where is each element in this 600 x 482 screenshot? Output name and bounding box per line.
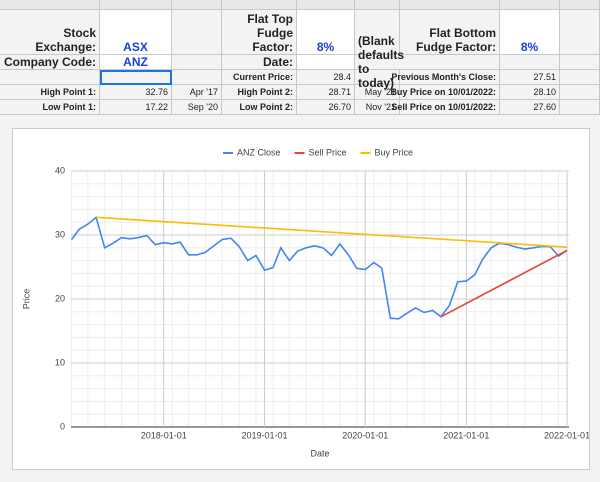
cell[interactable]: 8% xyxy=(297,10,355,55)
cell[interactable]: 27.60 xyxy=(500,100,560,115)
x-tick-label: 2019-01-01 xyxy=(241,430,287,440)
cell[interactable]: Low Point 2: xyxy=(222,100,297,115)
cell[interactable] xyxy=(172,55,222,70)
cell[interactable]: Current Price: xyxy=(222,70,297,85)
column-header xyxy=(172,0,222,10)
series-line xyxy=(70,215,568,320)
cell[interactable] xyxy=(560,85,600,100)
cell[interactable]: May '21 xyxy=(355,85,400,100)
column-header xyxy=(100,0,172,10)
y-tick-label: 30 xyxy=(55,229,65,239)
cell[interactable] xyxy=(400,55,500,70)
cell[interactable] xyxy=(0,70,100,85)
column-header xyxy=(222,0,297,10)
cell[interactable]: Flat Bottom Fudge Factor: xyxy=(400,10,500,55)
cell[interactable] xyxy=(172,10,222,55)
cell[interactable]: 28.71 xyxy=(297,85,355,100)
cell[interactable]: 8% xyxy=(500,10,560,55)
cell[interactable] xyxy=(355,70,400,85)
cell[interactable]: Sell Price on 10/01/2022: xyxy=(391,100,500,115)
series-line xyxy=(96,216,568,248)
cell[interactable] xyxy=(100,70,172,85)
column-header xyxy=(500,0,560,10)
cell[interactable]: 17.22 xyxy=(100,100,172,115)
cell[interactable]: ANZ xyxy=(100,55,172,70)
cell[interactable]: Nov '21 xyxy=(355,100,400,115)
column-header xyxy=(400,0,500,10)
column-header xyxy=(297,0,355,10)
legend-label: Sell Price xyxy=(309,147,347,157)
series-line xyxy=(440,249,568,318)
cell[interactable]: 27.51 xyxy=(500,70,560,85)
cell[interactable]: 26.70 xyxy=(297,100,355,115)
cell[interactable]: High Point 1: xyxy=(0,85,100,100)
cell[interactable]: 28.10 xyxy=(500,85,560,100)
cell[interactable]: Sep '20 xyxy=(172,100,222,115)
x-tick-label: 2021-01-01 xyxy=(443,430,489,440)
cell[interactable] xyxy=(560,10,600,55)
column-header xyxy=(560,0,600,10)
cell[interactable]: Date: xyxy=(222,55,297,70)
cell[interactable]: Buy Price on 10/01/2022: xyxy=(390,85,500,100)
cell[interactable] xyxy=(355,10,400,55)
chart: Price Date 0 10 20 30 40 2018-01-01 2019-01-01… xyxy=(12,128,590,470)
cell[interactable]: Apr '17 xyxy=(172,85,222,100)
cell[interactable]: 28.4 xyxy=(297,70,355,85)
cell[interactable]: Company Code: xyxy=(0,55,100,70)
cell[interactable] xyxy=(500,55,560,70)
cell[interactable]: ASX xyxy=(100,10,172,55)
x-tick-label: 2022-01-01 xyxy=(544,430,590,440)
cell[interactable] xyxy=(560,55,600,70)
cell[interactable]: Flat Top Fudge Factor: xyxy=(222,10,297,55)
x-tick-label: 2020-01-01 xyxy=(342,430,388,440)
cell[interactable] xyxy=(560,70,600,85)
y-axis-label: Price xyxy=(21,289,31,310)
y-tick-label: 10 xyxy=(55,357,65,367)
y-tick-label: 40 xyxy=(55,165,65,175)
legend-label: ANZ Close xyxy=(237,147,281,157)
cell[interactable]: Low Point 1: xyxy=(0,100,100,115)
y-tick-label: 0 xyxy=(60,421,65,431)
cell[interactable] xyxy=(560,100,600,115)
legend-label: Buy Price xyxy=(375,147,414,157)
cell[interactable] xyxy=(172,70,222,85)
cell[interactable]: 32.76 xyxy=(100,85,172,100)
cell[interactable]: Previous Month's Close: xyxy=(391,70,500,85)
column-header xyxy=(355,0,400,10)
cell[interactable] xyxy=(297,55,355,70)
x-axis-label: Date xyxy=(310,448,329,458)
cell[interactable]: Stock Exchange: xyxy=(0,10,100,55)
cell[interactable]: High Point 2: xyxy=(222,85,297,100)
x-tick-label: 2018-01-01 xyxy=(141,430,187,440)
y-tick-label: 20 xyxy=(55,293,65,303)
column-header xyxy=(0,0,100,10)
cell[interactable]: (Blank defaults to today) xyxy=(355,34,404,90)
